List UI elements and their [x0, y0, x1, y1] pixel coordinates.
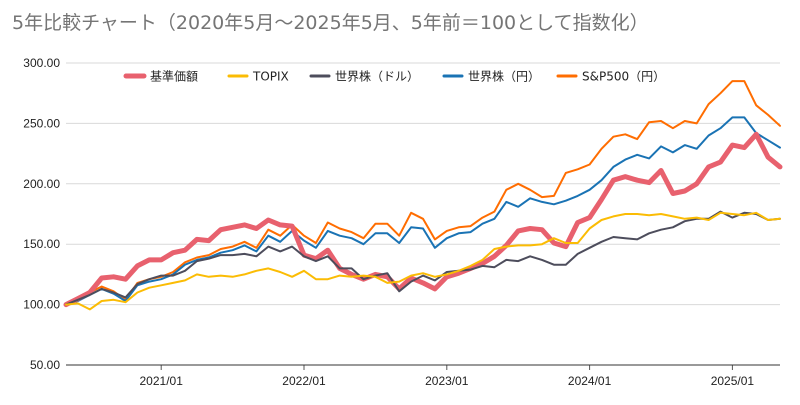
legend-label: 世界株（ドル）: [335, 69, 419, 84]
y-tick-label: 50.00: [30, 358, 60, 372]
y-tick-label: 250.00: [23, 116, 60, 130]
legend-label: 基準価額: [150, 69, 198, 84]
chart-title: 5年比較チャート（2020年5月〜2025年5月、5年前＝100として指数化）: [12, 12, 649, 34]
y-axis-ticks: 50.00 100.00 150.00 200.00 250.00 300.00: [23, 56, 60, 372]
x-tick-label: 2021/01: [140, 374, 184, 388]
legend-label: TOPIX: [252, 70, 289, 84]
series-layer: [63, 80, 783, 311]
x-tick-label: 2023/01: [425, 374, 469, 388]
y-tick-label: 150.00: [23, 237, 60, 251]
x-axis-ticks: 2021/01 2022/01 2023/01 2024/01 2025/01: [66, 364, 780, 388]
y-tick-label: 200.00: [23, 177, 60, 191]
series-line: [65, 116, 781, 306]
series-line: [65, 80, 781, 306]
y-tick-label: 300.00: [23, 56, 60, 70]
legend-label: 世界株（円）: [468, 69, 540, 84]
x-tick-label: 2025/01: [711, 374, 755, 388]
x-tick-label: 2022/01: [282, 374, 326, 388]
gridlines: [66, 62, 780, 366]
series-line: [63, 131, 783, 308]
y-tick-label: 100.00: [23, 298, 60, 312]
legend-label: S&P500（円）: [582, 70, 665, 84]
legend: 基準価額 TOPIX 世界株（ドル） 世界株（円） S&P500（円）: [123, 69, 665, 84]
series-line: [65, 210, 781, 306]
series-line: [65, 211, 781, 311]
x-tick-label: 2024/01: [568, 374, 612, 388]
